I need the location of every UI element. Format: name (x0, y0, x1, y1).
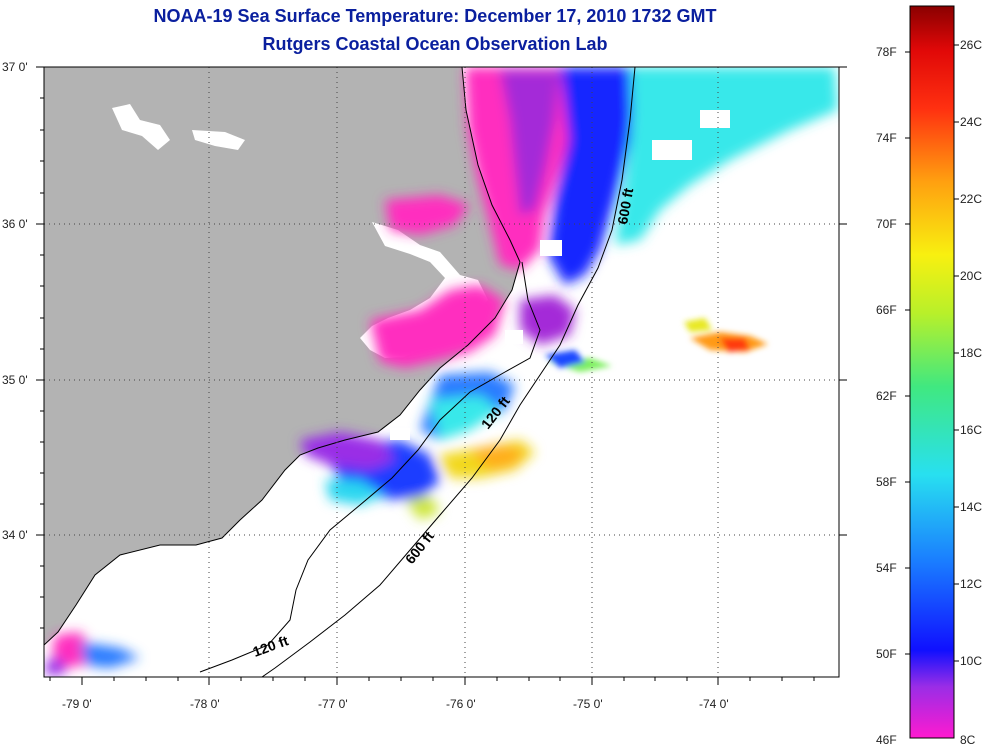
contour-label-600ft-north: 600 ft (614, 186, 636, 225)
lon-label-76: -76 0' (446, 697, 476, 711)
colorbar-f-50: 50F (876, 647, 897, 661)
lon-label-75: -75 0' (573, 697, 603, 711)
colorbar-c-8: 8C (960, 733, 976, 747)
colorbar-c-18: 18C (960, 346, 983, 360)
colorbar-c-26: 26C (960, 38, 983, 52)
colorbar-c-24: 24C (960, 115, 983, 129)
lat-label-34: 34 0' (2, 528, 28, 542)
lon-label-78: -78 0' (190, 697, 220, 711)
colorbar-f-46: 46F (876, 733, 897, 747)
colorbar-c-16: 16C (960, 423, 983, 437)
colorbar-f-66: 66F (876, 303, 897, 317)
map-subtitle: Rutgers Coastal Ocean Observation Lab (262, 34, 608, 54)
colorbar (909, 5, 955, 739)
colorbar-f-78: 78F (876, 45, 897, 59)
inland-water (112, 104, 170, 150)
lat-label-35: 35 0' (2, 373, 28, 387)
contour-600ft (261, 67, 636, 677)
colorbar-f-70: 70F (876, 217, 897, 231)
lon-label-77: -77 0' (318, 697, 348, 711)
contour-120ft (199, 261, 541, 673)
lat-label-37: 37 0' (2, 60, 28, 74)
map-title: NOAA-19 Sea Surface Temperature: Decembe… (153, 6, 717, 26)
colorbar-c-10: 10C (960, 654, 983, 668)
lon-label-74: -74 0' (699, 697, 729, 711)
colorbar-c-22: 22C (960, 192, 983, 206)
colorbar-f-62: 62F (876, 389, 897, 403)
colorbar-c-12: 12C (960, 577, 983, 591)
colorbar-f-54: 54F (876, 561, 897, 575)
colorbar-f-58: 58F (876, 475, 897, 489)
colorbar-c-20: 20C (960, 269, 983, 283)
colorbar-c-14: 14C (960, 500, 983, 514)
lon-label-79: -79 0' (62, 697, 92, 711)
colorbar-f-74: 74F (876, 131, 897, 145)
lat-label-36: 36 0' (2, 217, 28, 231)
